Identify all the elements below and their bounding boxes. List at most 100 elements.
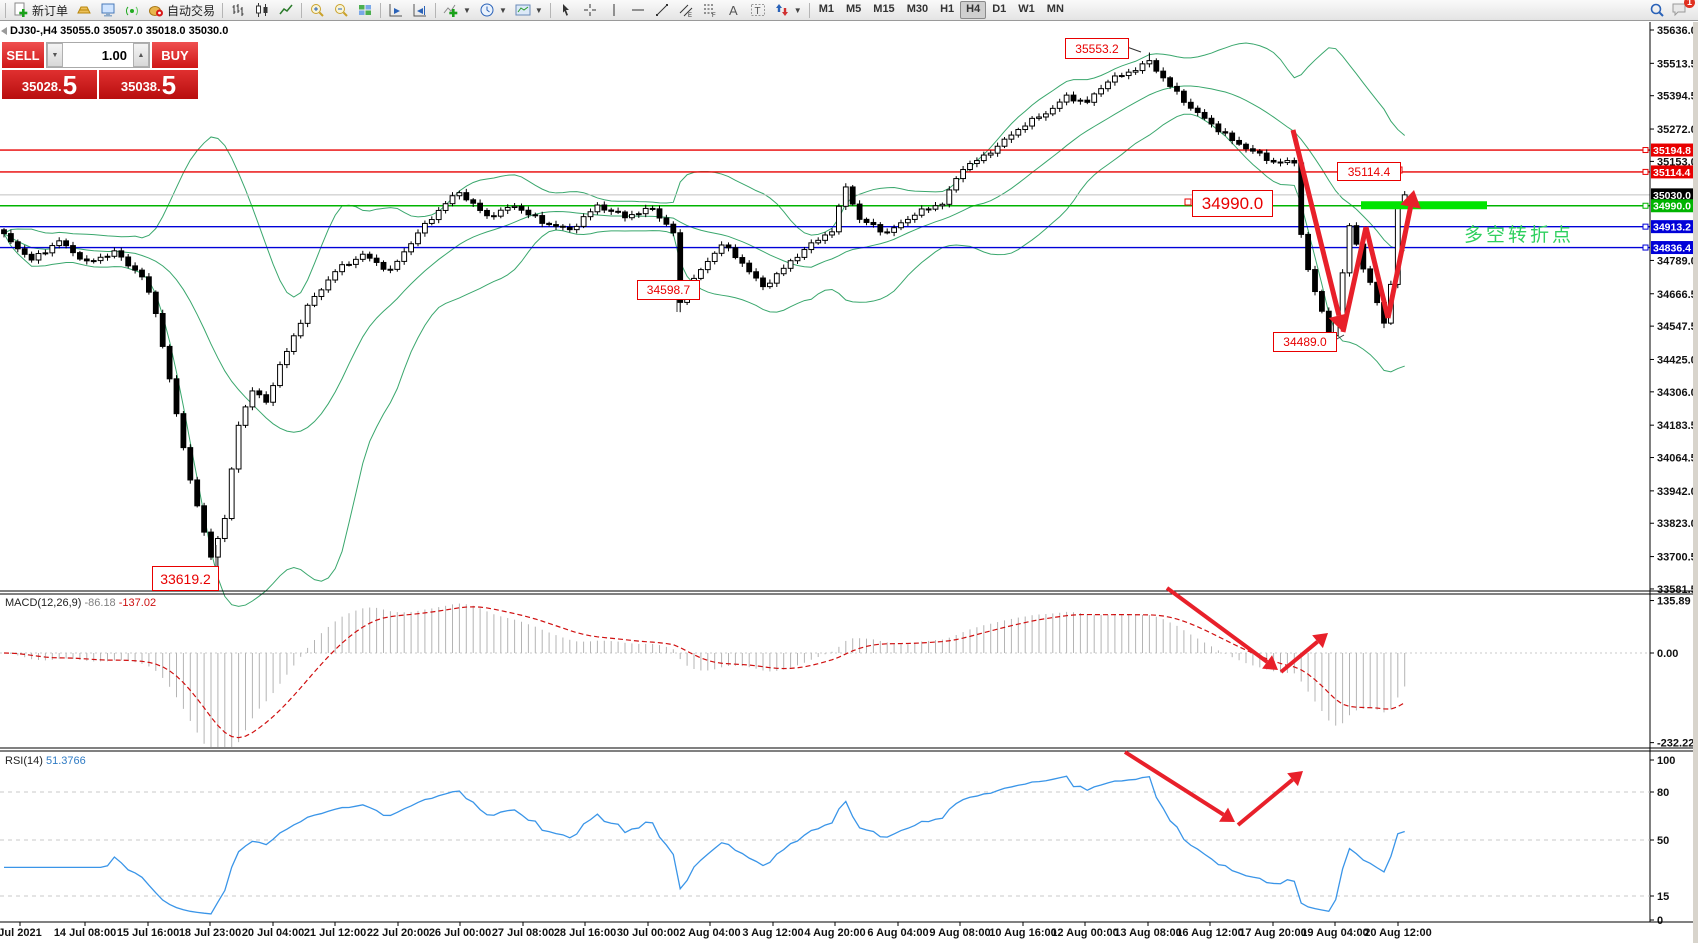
dropdown-caret-icon: ▼ xyxy=(793,5,802,15)
macd-label: MACD(12,26,9) -86.18 -137.02 xyxy=(5,597,156,609)
sell-button[interactable]: SELL xyxy=(2,42,44,68)
svg-text:35194.8: 35194.8 xyxy=(1653,145,1691,157)
svg-text:21 Jul 12:00: 21 Jul 12:00 xyxy=(304,927,366,939)
svg-text:34306.0: 34306.0 xyxy=(1657,387,1697,399)
timeframe-m30[interactable]: M30 xyxy=(906,3,929,15)
price-annotation[interactable]: 34990.0 xyxy=(1192,190,1273,217)
timeframe-h1[interactable]: H1 xyxy=(940,3,955,15)
svg-text:9 Aug 08:00: 9 Aug 08:00 xyxy=(929,927,990,939)
auto-scroll-button[interactable] xyxy=(384,2,408,19)
price-annotation[interactable]: 35114.4 xyxy=(1337,162,1401,181)
svg-text:135.89: 135.89 xyxy=(1657,596,1691,608)
line-chart-button[interactable] xyxy=(274,2,298,19)
svg-text:33581.5: 33581.5 xyxy=(1657,584,1697,596)
channel-button[interactable]: E xyxy=(674,2,698,19)
svg-text:30 Jul 00:00: 30 Jul 00:00 xyxy=(617,927,679,939)
volume-value[interactable]: 1.00 xyxy=(101,47,127,63)
timeframe-m5[interactable]: M5 xyxy=(846,3,862,15)
crosshair-button[interactable] xyxy=(578,2,602,19)
svg-text:34836.4: 34836.4 xyxy=(1653,243,1691,255)
separator xyxy=(435,2,437,18)
bar-chart-button[interactable] xyxy=(226,2,250,19)
one-click-trading-panel: SELL ▼ 1.00 ▲ BUY 35028. 5 35038. 5 xyxy=(2,42,198,99)
timeframe-mn[interactable]: MN xyxy=(1046,3,1064,15)
fibonacci-button[interactable]: F xyxy=(698,2,722,19)
svg-text:33942.0: 33942.0 xyxy=(1657,486,1697,498)
rsi-value: 51.3766 xyxy=(45,755,86,767)
arrows-icon xyxy=(775,4,788,16)
crosshair-icon xyxy=(583,4,596,16)
cursor-button[interactable] xyxy=(554,2,578,19)
svg-text:6 Aug 04:00: 6 Aug 04:00 xyxy=(867,927,928,939)
timeframe-m15[interactable]: M15 xyxy=(873,3,895,15)
timeframe-w1[interactable]: W1 xyxy=(1018,3,1035,15)
line-handle[interactable] xyxy=(1642,244,1649,251)
price-annotation[interactable]: 33619.2 xyxy=(152,566,219,591)
chart-shift-icon xyxy=(413,4,427,17)
dropdown-caret-icon: ▼ xyxy=(498,5,507,15)
candlestick-button[interactable] xyxy=(250,2,274,19)
toolbar-right: 1 xyxy=(1649,0,1696,20)
text-button[interactable]: A xyxy=(722,2,746,19)
line-handle[interactable] xyxy=(1642,147,1649,154)
svg-text:100: 100 xyxy=(1657,755,1675,767)
buy-button[interactable]: BUY xyxy=(152,42,198,68)
candlestick-icon xyxy=(256,3,268,17)
highlight-bar[interactable] xyxy=(1361,201,1487,210)
periods-button[interactable]: ▼ xyxy=(475,2,511,19)
price-annotation[interactable]: 34598.7 xyxy=(637,280,700,300)
price-annotation[interactable]: 34489.0 xyxy=(1273,332,1337,352)
timeframe-h4[interactable]: H4 xyxy=(960,1,987,19)
price-annotation[interactable]: 35553.2 xyxy=(1065,38,1129,59)
line-handle[interactable] xyxy=(1642,223,1649,230)
svg-text:T: T xyxy=(754,6,760,17)
new-order-button[interactable]: 新订单 xyxy=(9,2,72,19)
auto-trading-button[interactable]: 自动交易 xyxy=(144,2,219,19)
svg-text:34064.5: 34064.5 xyxy=(1657,453,1697,465)
tile-windows-button[interactable] xyxy=(353,2,377,19)
signal-button[interactable] xyxy=(120,2,144,19)
ask-price[interactable]: 35038. 5 xyxy=(99,70,198,99)
svg-text:F: F xyxy=(712,13,716,18)
zoom-in-icon xyxy=(311,4,324,17)
right-scrollbar[interactable] xyxy=(1693,22,1698,943)
svg-text:14 Jul 08:00: 14 Jul 08:00 xyxy=(54,927,116,939)
fibonacci-icon: F xyxy=(703,4,716,18)
svg-text:34990.0: 34990.0 xyxy=(1653,201,1691,213)
svg-text:A: A xyxy=(729,3,738,18)
horizontal-line-button[interactable] xyxy=(626,2,650,19)
dropdown-caret-icon: ▼ xyxy=(463,5,471,15)
macd-value: -86.18 xyxy=(84,597,116,609)
turning-point-text[interactable]: 多空转折点 xyxy=(1464,225,1575,246)
volume-down-button[interactable]: ▼ xyxy=(47,43,63,67)
line-handle[interactable] xyxy=(1642,168,1649,175)
rsi-label: RSI(14) 51.3766 xyxy=(5,755,86,767)
zoom-in-button[interactable] xyxy=(305,2,329,19)
bid-price[interactable]: 35028. 5 xyxy=(2,70,97,99)
vertical-line-button[interactable] xyxy=(602,2,626,19)
templates-button[interactable]: ▼ xyxy=(511,2,547,19)
one-click-row-prices: 35028. 5 35038. 5 xyxy=(2,70,198,99)
search-icon[interactable] xyxy=(1649,2,1665,18)
chart-shift-button[interactable] xyxy=(408,2,432,19)
volume-up-button[interactable]: ▲ xyxy=(133,43,149,67)
text-label-button[interactable]: T xyxy=(746,2,770,19)
indicators-button[interactable]: ▼ xyxy=(439,2,475,19)
bid-main: 35028. xyxy=(21,79,62,94)
terminal-button[interactable] xyxy=(96,2,120,19)
arrows-button[interactable]: ▼ xyxy=(770,2,806,19)
notifications-button[interactable]: 1 xyxy=(1671,0,1695,20)
timeframe-d1[interactable]: D1 xyxy=(992,3,1007,15)
svg-text:16 Aug 12:00: 16 Aug 12:00 xyxy=(1176,927,1243,939)
svg-text:13 Aug 08:00: 13 Aug 08:00 xyxy=(1114,927,1181,939)
trendline-button[interactable] xyxy=(650,2,674,19)
separator xyxy=(380,2,382,18)
line-handle[interactable] xyxy=(1642,202,1649,209)
zoom-out-button[interactable] xyxy=(329,2,353,19)
timeframe-m1[interactable]: M1 xyxy=(818,3,834,15)
collapse-arrow-icon[interactable] xyxy=(1,27,7,35)
svg-text:15 Jul 16:00: 15 Jul 16:00 xyxy=(117,927,179,939)
gold-button[interactable] xyxy=(72,2,96,19)
